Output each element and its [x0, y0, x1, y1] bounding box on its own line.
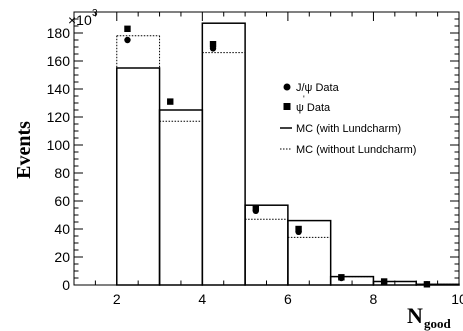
- legend: J/ψ Data ψ Data ' MC (with Lundcharm) MC…: [280, 82, 416, 156]
- data-points: [124, 25, 431, 288]
- y-tick-label-180: 180: [47, 25, 71, 41]
- x-tick-label-4: 4: [198, 291, 206, 307]
- legend-psiprime-prime: ': [303, 94, 305, 104]
- point-psiprime-2: [209, 41, 217, 48]
- x-tick-label-10: 10: [451, 291, 463, 307]
- x-tick-label-2: 2: [113, 291, 121, 307]
- y-tick-label-40: 40: [54, 221, 70, 237]
- x-axis-title-subscript: good: [424, 316, 452, 331]
- x-tick-label-8: 8: [370, 291, 378, 307]
- y-axis-title: Events: [13, 121, 35, 179]
- bar-mc-with-4: [201, 22, 246, 286]
- bar-mc-with-3: [158, 109, 204, 286]
- y-tick-label-60: 60: [54, 193, 70, 209]
- y-tick-label-0: 0: [62, 277, 70, 293]
- y-tick-label-20: 20: [54, 249, 70, 265]
- point-psiprime-6: [380, 278, 388, 285]
- point-psiprime-0: [124, 25, 131, 32]
- bar-mc-with-2: [116, 67, 161, 286]
- y-tick-label-140: 140: [47, 81, 71, 97]
- point-jpsi-0: [124, 36, 131, 44]
- legend-jpsi-marker: [283, 83, 291, 91]
- x-tick-label-6: 6: [284, 291, 292, 307]
- legend-jpsi-label: J/ψ Data: [296, 82, 340, 94]
- y-tick-label-80: 80: [54, 165, 70, 181]
- y-tick-label-160: 160: [47, 53, 71, 69]
- y-tick-label-100: 100: [47, 137, 71, 153]
- point-psiprime-1: [167, 98, 174, 105]
- legend-mc-without-label: MC (without Lundcharm): [296, 144, 416, 156]
- x-axis-title: N: [407, 303, 423, 328]
- bar-mc-with-6: [287, 219, 332, 286]
- y-multiplier-base: ×10: [68, 12, 92, 28]
- bar-mc-with-5: [244, 204, 289, 286]
- point-psiprime-4: [295, 225, 302, 233]
- y-multiplier-exp: 3: [92, 8, 98, 19]
- y-tick-label-120: 120: [47, 109, 71, 125]
- point-psiprime-3: [252, 204, 260, 212]
- legend-psiprime-label: ψ Data: [296, 102, 331, 114]
- legend-psiprime-marker: [283, 103, 291, 110]
- legend-mc-with-label: MC (with Lundcharm): [296, 123, 401, 135]
- axes: 0 20 40 60 80 100 120 140 160 180 2 4 6 8 10: [47, 12, 463, 307]
- point-psiprime-5: [338, 274, 345, 281]
- point-psiprime-7: [423, 281, 431, 288]
